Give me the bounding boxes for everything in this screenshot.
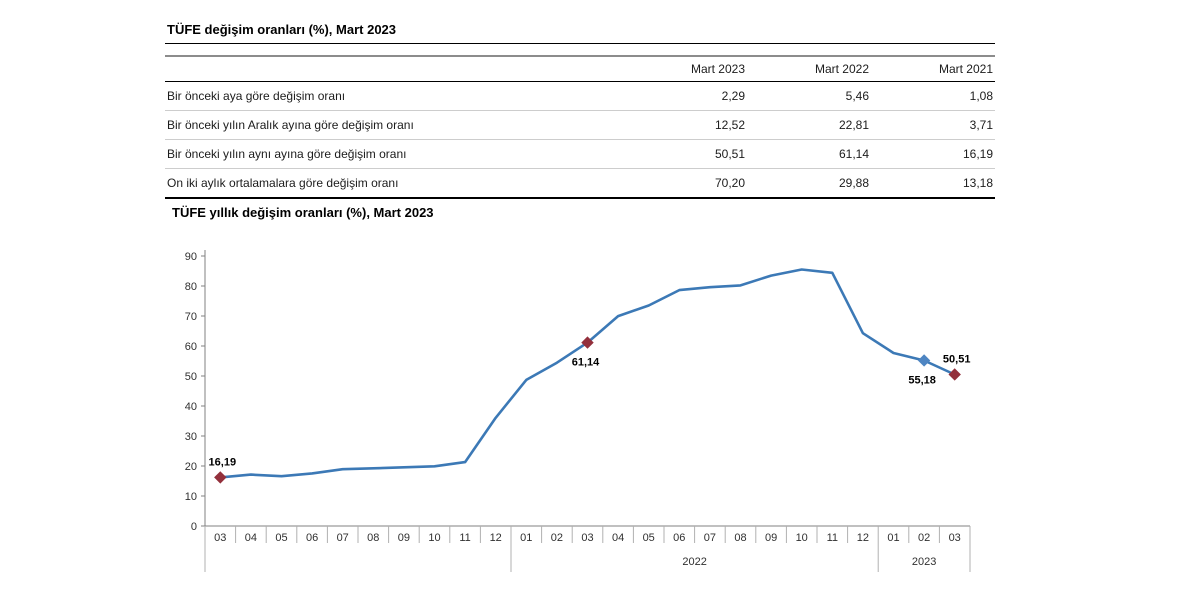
x-axis-month-label: 05 [275, 532, 287, 544]
table-title: TÜFE değişim oranları (%), Mart 2023 [165, 20, 995, 44]
y-axis-tick-label: 50 [185, 371, 197, 383]
row-value: 12,52 [623, 110, 747, 140]
summary-table: Mart 2023 Mart 2022 Mart 2021 Bir önceki… [165, 55, 995, 199]
y-axis-tick-label: 80 [185, 281, 197, 293]
row-value: 1,08 [969, 89, 993, 103]
x-axis-month-label: 01 [520, 532, 532, 544]
x-axis-month-label: 02 [551, 532, 563, 544]
table-row: On iki aylık ortalamalara göre değişim o… [165, 168, 995, 198]
y-axis-tick-label: 70 [185, 311, 197, 323]
header-mart-2021: Mart 2021 [871, 56, 995, 82]
y-axis-tick-label: 60 [185, 341, 197, 353]
x-axis-month-label: 06 [306, 532, 318, 544]
x-axis-year-label: 2023 [912, 556, 936, 568]
header-mart-2022: Mart 2022 [747, 56, 871, 82]
x-axis-month-label: 08 [734, 532, 746, 544]
row-value: 22,81 [747, 110, 871, 140]
row-value: 13,18 [871, 168, 995, 198]
table-body: Bir önceki aya göre değişim oranı 2,29 5,4… [165, 82, 995, 198]
x-axis-month-label: 09 [765, 532, 777, 544]
x-axis-year-label: 2022 [682, 556, 706, 568]
x-axis-month-label: 05 [643, 532, 655, 544]
y-axis-tick-label: 10 [185, 491, 197, 503]
row-value: 61,14 [747, 139, 871, 169]
chart-section: TÜFE yıllık değişim oranları (%), Mart 2… [165, 203, 1035, 588]
data-point-marker [581, 336, 594, 349]
x-axis-month-label: 03 [214, 532, 226, 544]
row-label: Bir önceki yılın aynı ayına göre değişim… [165, 139, 623, 169]
table-row: Bir önceki yılın aynı ayına göre değişim… [165, 139, 995, 169]
data-point-label: 50,51 [943, 353, 971, 365]
data-point-marker [214, 471, 227, 484]
data-point-marker [948, 368, 961, 381]
row-value: 2,29 [721, 89, 745, 103]
y-axis-tick-label: 30 [185, 431, 197, 443]
x-axis-month-label: 02 [918, 532, 930, 544]
row-value: 70,20 [623, 168, 747, 198]
chart-title: TÜFE yıllık değişim oranları (%), Mart 2… [172, 205, 434, 220]
x-axis-month-label: 03 [949, 532, 961, 544]
x-axis-month-label: 12 [490, 532, 502, 544]
x-axis-month-label: 01 [887, 532, 899, 544]
x-axis-month-label: 11 [459, 532, 470, 544]
y-axis-tick-label: 90 [185, 251, 197, 263]
data-point-label: 16,19 [209, 456, 237, 468]
data-point-label: 55,18 [908, 374, 936, 386]
x-axis-month-label: 03 [581, 532, 593, 544]
header-mart-2023: Mart 2023 [623, 56, 747, 82]
header-indicator-column [165, 56, 623, 82]
y-axis-tick-label: 40 [185, 401, 197, 413]
x-axis-month-label: 10 [796, 532, 808, 544]
data-point-marker [917, 354, 931, 367]
row-value: 16,19 [871, 139, 995, 169]
x-axis-month-label: 06 [673, 532, 685, 544]
tufe-line-series [218, 268, 957, 479]
y-axis-tick-label: 20 [185, 461, 197, 473]
x-axis-month-label: 11 [827, 532, 838, 544]
x-axis-month-label: 12 [857, 532, 869, 544]
x-axis-month-label: 04 [612, 532, 624, 544]
row-value: 50,51 [623, 139, 747, 169]
row-label: Bir önceki yılın Aralık ayına göre değiş… [165, 110, 623, 140]
summary-table-section: TÜFE değişim oranları (%), Mart 2023 Mar… [165, 20, 995, 199]
table-header-row: Mart 2023 Mart 2022 Mart 2021 [165, 56, 995, 82]
y-axis-tick-label: 0 [191, 521, 197, 533]
x-axis-month-label: 09 [398, 532, 410, 544]
x-axis-month-label: 07 [704, 532, 716, 544]
row-label: Bir önceki aya göre değişim oranı [167, 89, 346, 103]
x-axis-month-label: 07 [337, 532, 349, 544]
row-value: 3,71 [871, 110, 995, 140]
x-axis-month-label: 10 [428, 532, 440, 544]
table-row: Bir önceki yılın Aralık ayına göre değiş… [165, 110, 995, 140]
row-value: 29,88 [747, 168, 871, 198]
data-point-label: 61,14 [572, 357, 600, 369]
row-value: 5,46 [845, 89, 869, 103]
x-axis-month-label: 04 [245, 532, 257, 544]
table-row: Bir önceki aya göre değişim oranı 2,29 5,4… [165, 82, 995, 111]
row-label: On iki aylık ortalamalara göre değişim o… [165, 168, 623, 198]
x-axis-month-label: 08 [367, 532, 379, 544]
